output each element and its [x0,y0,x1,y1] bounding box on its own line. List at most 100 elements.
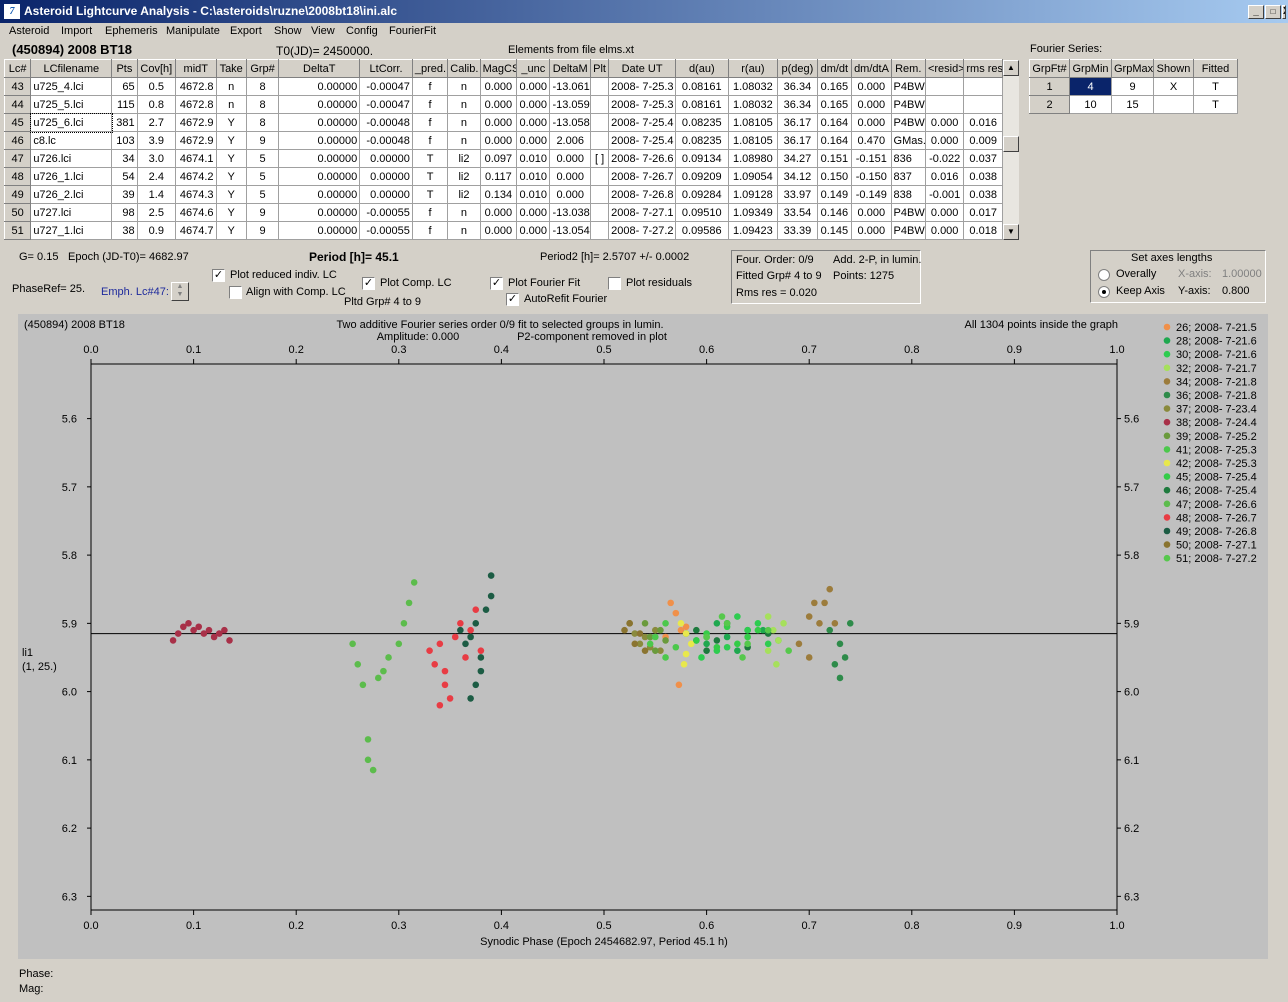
table-cell[interactable]: 0.000 [549,167,591,186]
table-cell[interactable]: -0.00055 [359,203,413,222]
table-cell[interactable]: 836 [890,149,926,168]
table-cell[interactable]: f [411,95,449,114]
table-cell[interactable]: 45 [3,113,32,132]
table-cell[interactable]: 0.146 [816,203,853,222]
column-header[interactable]: GrpMin [1069,59,1112,78]
table-cell[interactable]: 0.165 [816,95,853,114]
table-cell[interactable]: 2.006 [549,131,591,150]
table-cell[interactable]: T [411,167,449,186]
column-header[interactable]: Cov[h] [136,59,177,78]
table-cell[interactable]: 0.145 [816,221,853,240]
table-cell[interactable]: 0.000 [516,131,551,150]
table-cell[interactable]: 0.000 [516,113,551,132]
table-cell[interactable]: 0.009 [963,131,1003,150]
table-cell[interactable]: 3.9 [136,131,177,150]
table-cell[interactable]: 0.000 [479,203,518,222]
table-cell[interactable]: u725_4.lci [30,77,113,96]
autorefit-checkbox[interactable]: ✓ [506,293,519,306]
table-cell[interactable]: -0.151 [851,149,892,168]
table-cell[interactable]: 1.08105 [727,113,779,132]
column-header[interactable]: GrpMax [1111,59,1154,78]
table-cell[interactable] [589,185,610,204]
table-cell[interactable]: n [447,221,481,240]
table-cell[interactable]: u725_5.lci [30,95,113,114]
table-cell[interactable]: 0.000 [516,95,551,114]
table-cell[interactable]: 0.000 [851,113,892,132]
table-cell[interactable]: 0.00000 [278,95,361,114]
table-cell[interactable]: 0.00000 [359,185,413,204]
table-cell[interactable]: 103 [111,131,138,150]
table-cell[interactable]: 0.000 [851,77,892,96]
table-cell[interactable]: 4674.3 [175,185,217,204]
table-cell[interactable]: 1.08105 [727,131,779,150]
table-cell[interactable]: -13.059 [549,95,591,114]
table-row[interactable]: 49 u726_2.lci 39 1.4 4674.3 Y 5 0.00000 0.00000 T… [3,185,1003,204]
table-cell[interactable]: 0.000 [549,185,591,204]
table-cell[interactable]: 2.4 [136,167,177,186]
column-header[interactable]: Fitted [1193,59,1238,78]
lightcurve-table[interactable]: Lc# LCfilename Pts Cov[h] midT Take Grp# DeltaT… [3,59,1003,240]
table-cell[interactable]: 0.000 [924,203,965,222]
table-cell[interactable]: 4674.2 [175,167,217,186]
table-cell[interactable]: 0.010 [516,149,551,168]
table-row[interactable]: 43 u725_4.lci 65 0.5 4672.8 n 8 0.00000 -0.00047… [3,77,1003,96]
table-cell[interactable]: 0.000 [851,221,892,240]
table-cell[interactable]: 36.34 [777,77,818,96]
table-cell[interactable]: 98 [111,203,138,222]
table-cell[interactable]: 65 [111,77,138,96]
table-cell[interactable]: -13.054 [549,221,591,240]
table-cell[interactable]: 0.470 [851,131,892,150]
close-button[interactable]: X [1282,5,1286,19]
table-cell[interactable]: 43 [3,77,32,96]
table-cell[interactable] [924,95,965,114]
table-cell[interactable]: 1.09128 [727,185,779,204]
table-cell[interactable]: 9 [245,203,280,222]
table-cell[interactable]: n [447,113,481,132]
plot-residuals-checkbox[interactable] [608,277,621,290]
keep-axis-radio[interactable] [1098,286,1110,298]
table-cell[interactable]: -13.061 [549,77,591,96]
table-cell[interactable]: 38 [111,221,138,240]
fourier-cell[interactable]: T [1193,77,1238,96]
table-cell[interactable]: u727_1.lci [30,221,113,240]
table-cell[interactable]: 33.97 [777,185,818,204]
table-cell[interactable]: n [447,77,481,96]
table-cell[interactable]: -0.149 [851,185,892,204]
table-cell[interactable]: 9 [245,131,280,150]
table-cell[interactable]: Y [215,203,247,222]
fourier-cell[interactable]: 10 [1069,95,1112,114]
table-cell[interactable]: 2008- 7-25.4 [608,113,676,132]
column-header[interactable]: DeltaM [549,59,591,78]
table-cell[interactable] [589,113,610,132]
column-header[interactable]: midT [175,59,217,78]
table-cell[interactable]: 0.097 [479,149,518,168]
table-cell[interactable]: 0.08161 [674,95,729,114]
table-cell[interactable]: u726_1.lci [30,167,113,186]
table-cell[interactable]: 8 [245,95,280,114]
table-cell[interactable]: 0.000 [516,221,551,240]
table-cell[interactable] [589,77,610,96]
x-axis-value[interactable]: 1.00000 [1222,268,1262,280]
table-cell[interactable]: 0.00000 [278,203,361,222]
table-cell[interactable]: 4672.9 [175,131,217,150]
column-header[interactable]: Grp# [245,59,280,78]
fourier-cell[interactable]: 9 [1111,77,1154,96]
fourier-cell[interactable]: 2 [1029,95,1070,114]
column-header[interactable]: dm/dtA [851,59,892,78]
table-cell[interactable]: 50 [3,203,32,222]
column-header[interactable]: Lc# [3,59,32,78]
table-cell[interactable]: 0.117 [479,167,518,186]
table-cell[interactable]: 0.000 [549,149,591,168]
table-cell[interactable]: 1.09349 [727,203,779,222]
table-cell[interactable]: 4674.6 [175,203,217,222]
column-header[interactable]: rms res [963,59,1003,78]
table-cell[interactable]: 8 [245,77,280,96]
column-header[interactable]: Rem. [890,59,926,78]
menu-view[interactable]: View [311,25,335,37]
table-cell[interactable]: 0.00000 [278,131,361,150]
lightcurve-plot[interactable]: (450894) 2008 BT18 Two additive Fourier … [18,314,1268,959]
table-cell[interactable]: P4BW [890,221,926,240]
table-cell[interactable] [963,95,1003,114]
table-cell[interactable]: 0.000 [924,113,965,132]
table-cell[interactable]: 39 [111,185,138,204]
